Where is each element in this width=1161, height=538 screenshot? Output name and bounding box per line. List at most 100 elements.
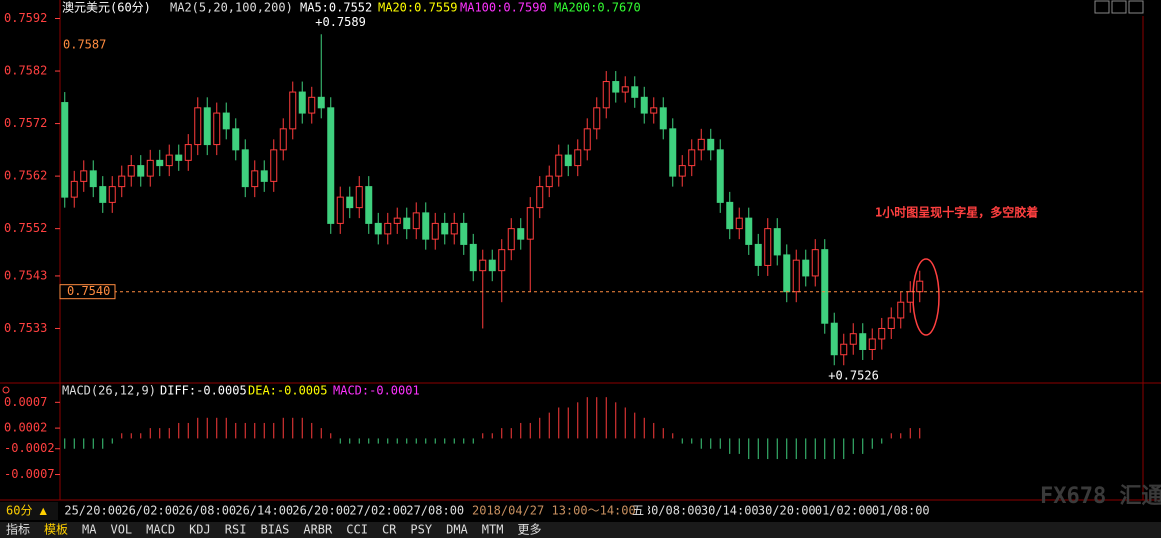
toolbar-tab[interactable]: MTM <box>482 523 504 537</box>
y-tick-label: 0.0007 <box>4 395 47 409</box>
toolbar-tab[interactable]: DMA <box>446 523 468 537</box>
candle-body <box>441 222 449 235</box>
cursor-time-box <box>470 502 648 520</box>
y-tick-label: -0.0007 <box>4 467 55 481</box>
toolbar-tab[interactable]: CCI <box>346 523 368 537</box>
candle-body <box>792 259 800 293</box>
y-tick-label: 0.7533 <box>4 321 47 335</box>
period-button[interactable]: 60分 ▲ <box>6 504 48 518</box>
window-button[interactable] <box>1111 0 1127 14</box>
price-annotation: +0.7526 <box>828 369 879 383</box>
x-tick-label: 26/20:00 <box>292 504 350 518</box>
candle-body <box>412 212 420 230</box>
candle-body <box>707 138 715 151</box>
candle-body <box>450 222 458 235</box>
candle-body <box>545 175 553 188</box>
x-tick-label: 26/14:00 <box>235 504 293 518</box>
candle-body <box>384 222 392 235</box>
x-tick-label: 30/20:00 <box>758 504 816 518</box>
candle-body <box>517 228 525 240</box>
toolbar-tab[interactable]: MA <box>82 523 97 537</box>
candle-body <box>251 170 259 188</box>
candle-body <box>108 186 116 203</box>
candle-body <box>897 301 905 319</box>
candle-body <box>773 228 781 256</box>
candle-body <box>631 86 639 98</box>
candle-body <box>602 81 610 109</box>
candle-body <box>498 249 506 272</box>
candle-body <box>393 217 401 224</box>
candle-body <box>156 159 164 167</box>
macd-indicator: MACD:-0.0001 <box>333 384 420 398</box>
candle-body <box>203 107 211 146</box>
y-tick-label: 0.7552 <box>4 221 47 235</box>
watermark: FX678 汇通网 <box>1040 484 1161 509</box>
indicator-dot <box>2 386 10 394</box>
candle-body <box>184 144 192 161</box>
candle-body <box>650 107 658 114</box>
y-tick-label: -0.0002 <box>4 441 55 455</box>
annotation-note: 1小时图呈现十字星，多空胶着 <box>875 204 1038 219</box>
macd-title: MACD(26,12,9) <box>62 384 156 398</box>
candle-body <box>89 170 97 188</box>
candle-body <box>336 196 344 224</box>
toolbar-tab[interactable]: 更多 <box>517 523 541 537</box>
y-tick-label: 0.7562 <box>4 169 47 183</box>
candle-body <box>308 96 316 114</box>
candle-body <box>241 149 249 188</box>
toolbar-tab[interactable]: BIAS <box>260 523 289 537</box>
toolbar-tab[interactable]: MACD <box>146 523 175 537</box>
y-tick-label: 0.7582 <box>4 64 47 78</box>
toolbar-tab[interactable]: VOL <box>110 523 132 537</box>
candle-body <box>61 102 69 198</box>
candle-body <box>469 243 477 272</box>
candle-body <box>213 112 221 146</box>
window-button[interactable] <box>1128 0 1144 14</box>
candle-body <box>526 207 534 240</box>
candle-body <box>298 91 306 114</box>
candle-body <box>878 327 886 340</box>
candle-body <box>232 128 240 151</box>
candle-body <box>374 222 382 235</box>
candle-body <box>735 217 743 230</box>
price-annotation: 0.7587 <box>63 37 106 51</box>
candle-body <box>317 96 325 109</box>
candle-body <box>887 317 895 329</box>
toolbar-tab[interactable]: PSY <box>410 523 432 537</box>
candle-body <box>403 217 411 230</box>
candle-body <box>783 254 791 293</box>
toolbar-tab[interactable]: KDJ <box>189 523 211 537</box>
candle-body <box>621 86 629 93</box>
toolbar-tab[interactable]: CR <box>382 523 397 537</box>
candle-body <box>327 107 335 224</box>
toolbar-tab[interactable]: ARBR <box>303 523 333 537</box>
candle-body <box>80 170 88 182</box>
y-tick-label: 0.7592 <box>4 11 47 25</box>
y-tick-label: 0.7572 <box>4 116 47 130</box>
candle-body <box>479 259 487 272</box>
y-tick-label: 0.0002 <box>4 421 47 435</box>
toolbar-tab[interactable]: 指标 <box>6 522 30 537</box>
y-tick-label: 0.7543 <box>4 268 47 282</box>
candle-body <box>175 154 183 161</box>
toolbar-tab[interactable]: 模板 <box>44 523 68 537</box>
candle-body <box>859 333 867 350</box>
candle-body <box>194 107 202 146</box>
candle-body <box>165 154 173 167</box>
candle-body <box>868 338 876 350</box>
x-tick-label: 30/14:00 <box>701 504 759 518</box>
x-tick-label: 25/20:00 <box>64 504 122 518</box>
candle-body <box>726 201 734 230</box>
macd-indicator: DEA:-0.0005 <box>248 384 327 398</box>
window-button[interactable] <box>1094 0 1110 14</box>
candle-body <box>536 186 544 209</box>
candle-body <box>365 186 373 224</box>
toolbar-tab[interactable]: RSI <box>225 523 247 537</box>
candle-body <box>431 222 439 240</box>
candle-body <box>346 196 354 209</box>
indicator-title: MA2(5,20,100,200) <box>170 1 293 15</box>
symbol-title: 澳元美元(60分) <box>62 1 151 15</box>
candle-body <box>764 228 772 266</box>
